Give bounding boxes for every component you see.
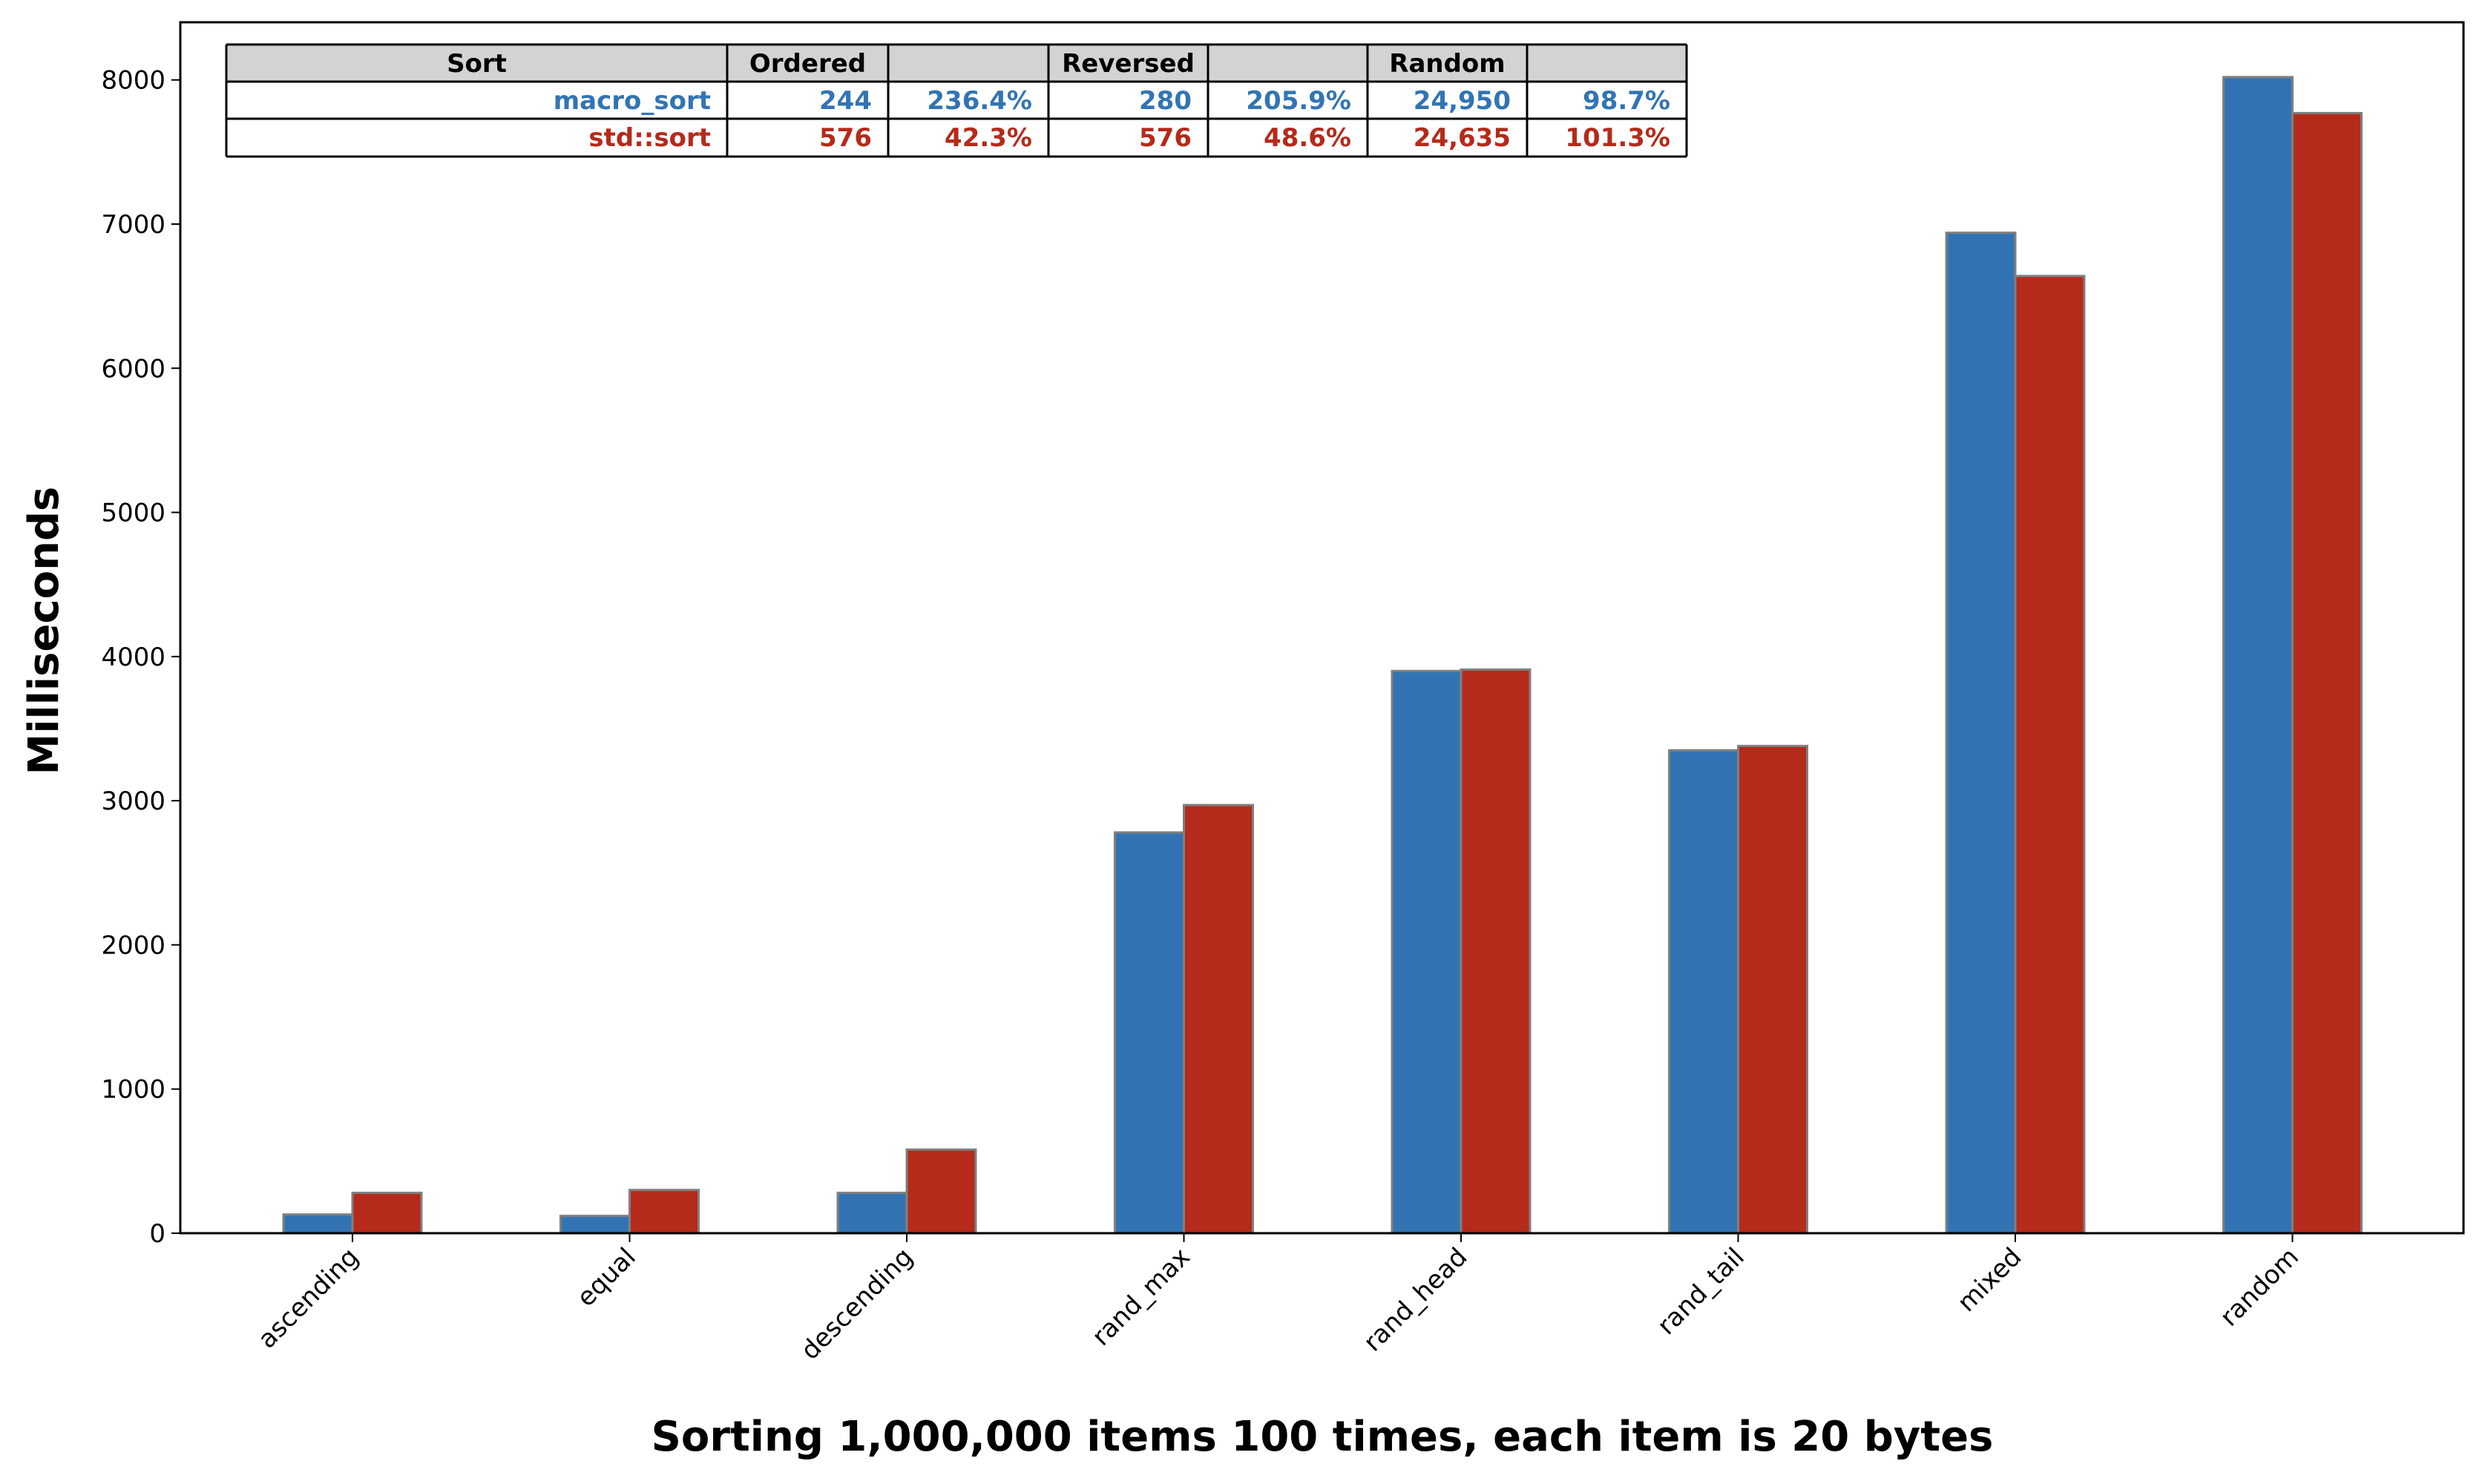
bar-equal-series-2 bbox=[628, 1189, 700, 1235]
bar-mixed-series-2 bbox=[2014, 275, 2086, 1235]
table-header-cell: Reversed bbox=[1062, 49, 1195, 79]
bar-ascending-series-1 bbox=[282, 1213, 354, 1235]
table-cell: 576 bbox=[1139, 123, 1192, 153]
y-tick-label: 4000 bbox=[101, 643, 165, 672]
table-cell: 244 bbox=[819, 86, 872, 116]
table-cell: macro_sort bbox=[554, 86, 711, 116]
y-tick-label: 0 bbox=[149, 1219, 165, 1249]
bars-layer bbox=[282, 76, 2363, 1235]
bar-random-series-1 bbox=[2222, 76, 2294, 1235]
y-axis-title: Milliseconds bbox=[20, 487, 68, 775]
bar-equal-series-1 bbox=[559, 1215, 631, 1235]
bar-descending-series-1 bbox=[836, 1192, 908, 1235]
summary-table: Sort Ordered Reversed Random macro_sort 244 23… bbox=[225, 43, 1688, 158]
y-tick-label: 5000 bbox=[101, 499, 165, 528]
table-cell: 42.3% bbox=[945, 123, 1032, 153]
y-tick-label: 6000 bbox=[101, 354, 165, 384]
table-cell: 24,635 bbox=[1414, 123, 1511, 153]
y-tick-label: 2000 bbox=[101, 930, 165, 960]
bar-rand_head-series-2 bbox=[1460, 668, 1532, 1235]
table-header-cell: Sort bbox=[447, 49, 507, 79]
table-cell: 48.6% bbox=[1264, 123, 1351, 153]
y-tick-label: 7000 bbox=[101, 210, 165, 240]
x-axis-title: Sorting 1,000,000 items 100 times, each … bbox=[651, 1413, 1994, 1461]
bar-mixed-series-1 bbox=[1945, 232, 2017, 1235]
table-cell: 205.9% bbox=[1246, 86, 1351, 116]
y-tick-label: 3000 bbox=[101, 787, 165, 816]
bar-rand_max-series-2 bbox=[1183, 804, 1254, 1235]
table-header-cell: Random bbox=[1389, 49, 1505, 79]
bar-rand_tail-series-2 bbox=[1737, 744, 1808, 1235]
y-tick-label: 8000 bbox=[101, 66, 165, 96]
table-header-cell: Ordered bbox=[749, 49, 866, 79]
table-cell: 280 bbox=[1139, 86, 1192, 116]
bar-rand_tail-series-1 bbox=[1668, 749, 1739, 1235]
bar-rand_head-series-1 bbox=[1391, 669, 1463, 1235]
bar-descending-series-2 bbox=[905, 1148, 977, 1235]
table-cell: std::sort bbox=[588, 123, 711, 153]
bar-ascending-series-2 bbox=[351, 1192, 423, 1235]
table-cell: 236.4% bbox=[927, 86, 1032, 116]
table-cell: 576 bbox=[819, 123, 872, 153]
bar-random-series-2 bbox=[2291, 111, 2363, 1235]
table-cell: 98.7% bbox=[1583, 86, 1670, 116]
bar-rand_max-series-1 bbox=[1114, 831, 1185, 1235]
plot-frame bbox=[179, 21, 2465, 1235]
y-tick-label: 1000 bbox=[101, 1075, 165, 1105]
table-cell: 24,950 bbox=[1414, 86, 1511, 116]
table-cell: 101.3% bbox=[1565, 123, 1670, 153]
table-header-background bbox=[226, 45, 1687, 82]
